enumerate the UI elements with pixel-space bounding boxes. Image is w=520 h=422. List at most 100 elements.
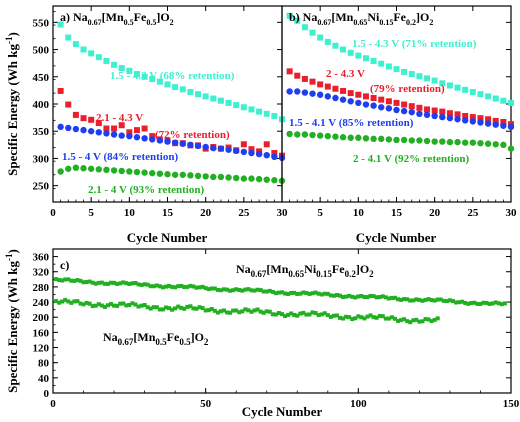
data-point-c-s0	[209, 286, 214, 291]
data-point-c-s0	[383, 295, 388, 300]
data-point-b-s1	[355, 91, 362, 98]
data-point-b-s2	[416, 110, 423, 118]
data-point-c-s0	[249, 288, 254, 293]
data-point-a-s0	[133, 71, 140, 78]
data-point-b-s3	[286, 130, 293, 138]
data-point-b-s2	[378, 104, 385, 111]
data-point-c-s0	[463, 300, 468, 305]
data-point-b-s1	[317, 81, 324, 88]
data-point-b-s0	[439, 80, 446, 87]
data-point-c-s0	[231, 288, 236, 293]
x-tick-label: 25	[238, 207, 250, 219]
data-point-a-s2	[95, 129, 103, 136]
data-point-b-s0	[301, 24, 308, 31]
data-point-c-s1	[280, 312, 284, 317]
data-point-c-s1	[325, 313, 330, 318]
data-point-c-s1	[377, 313, 382, 318]
data-point-c-s0	[298, 291, 303, 296]
data-point-a-s3	[126, 168, 133, 175]
data-point-c-s1	[405, 319, 410, 324]
panel-a-points	[57, 21, 286, 184]
data-point-c-s1	[148, 306, 153, 311]
data-point-b-s2	[347, 98, 354, 105]
data-point-c-s1	[344, 314, 349, 319]
data-point-a-s0	[156, 78, 163, 85]
data-point-c-s1	[130, 301, 135, 306]
data-point-c-s0	[121, 280, 126, 285]
data-point-c-s1	[63, 297, 68, 302]
data-point-b-s0	[454, 84, 461, 91]
data-point-c-s1	[307, 312, 312, 317]
data-point-c-s1	[188, 304, 193, 309]
data-point-b-s1	[294, 72, 301, 79]
data-point-a-s1	[57, 87, 64, 94]
data-point-c-s1	[338, 315, 343, 320]
data-point-c-s0	[322, 291, 327, 296]
data-point-c-s1	[334, 313, 339, 318]
data-point-b-s3	[446, 138, 454, 146]
data-point-c-s1	[258, 309, 263, 314]
x-tick-label: 150	[503, 398, 520, 410]
data-point-c-s0	[347, 293, 352, 298]
data-point-a-s0	[65, 34, 72, 41]
data-point-c-s0	[90, 280, 95, 285]
data-point-a-s2	[240, 148, 248, 156]
y-tick-label: 300	[33, 153, 50, 165]
data-point-b-s0	[477, 91, 484, 98]
data-point-c-s0	[289, 290, 294, 295]
data-point-c-s0	[402, 297, 407, 302]
data-point-c-s0	[160, 285, 165, 290]
x-tick-label: 10	[124, 207, 136, 219]
data-point-c-s1	[87, 301, 92, 306]
data-point-c-s1	[304, 312, 309, 317]
data-point-a-s2	[225, 146, 232, 153]
data-point-c-s0	[157, 284, 162, 289]
data-point-c-s0	[197, 285, 202, 290]
data-point-c-s1	[163, 305, 168, 310]
data-point-c-s0	[270, 289, 275, 294]
data-point-c-s0	[267, 288, 272, 293]
data-point-c-s1	[365, 314, 370, 319]
data-point-c-s0	[225, 287, 230, 292]
data-point-c-s1	[118, 301, 123, 306]
data-point-b-s2	[492, 121, 499, 128]
data-point-c-s0	[380, 294, 385, 299]
data-point-b-s0	[424, 75, 431, 82]
panel-b: 5 10 15 20 25 30 b) Na0.67[Mn0.65Ni0.15Fe0.2]…	[281, 5, 517, 219]
data-point-a-s3	[263, 176, 270, 183]
data-point-a-s3	[210, 173, 217, 181]
data-point-b-s2	[332, 94, 339, 102]
data-point-a-s0	[248, 106, 255, 113]
data-point-b-s1	[416, 104, 423, 111]
data-point-a-s3	[57, 168, 64, 175]
data-point-c-s1	[322, 311, 327, 316]
data-point-a-s2	[126, 132, 133, 140]
data-point-c-s0	[240, 288, 245, 293]
data-point-b-s1	[286, 68, 293, 75]
data-point-c-s0	[386, 296, 391, 301]
data-point-a-s2	[263, 151, 270, 159]
data-point-c-s0	[206, 287, 211, 292]
data-point-c-s0	[176, 284, 181, 289]
data-point-a-s0	[149, 75, 156, 82]
data-point-a-s0	[225, 99, 232, 106]
data-point-c-s1	[264, 309, 269, 314]
data-point-b-s0	[485, 93, 492, 100]
data-point-c-s1	[81, 302, 86, 307]
data-point-c-s0	[502, 301, 507, 306]
data-point-c-s1	[276, 310, 281, 315]
panel-c-xlabel: Cycle Number	[242, 404, 323, 419]
data-point-b-s3	[492, 141, 499, 148]
data-point-c-s0	[130, 281, 135, 286]
data-point-c-s0	[454, 300, 459, 305]
data-point-a-s3	[255, 175, 263, 183]
data-point-c-s1	[270, 312, 275, 317]
data-point-a-s3	[65, 165, 72, 172]
data-point-c-s0	[292, 290, 297, 295]
data-point-c-s1	[69, 300, 74, 305]
data-point-c-s0	[493, 300, 498, 305]
data-point-a-s2	[171, 139, 179, 146]
data-point-a-s2	[118, 132, 125, 139]
panel-b-title: b) Na0.67[Mn0.65Ni0.15Fe0.2]O2	[289, 10, 433, 27]
data-point-a-s3	[156, 170, 164, 177]
